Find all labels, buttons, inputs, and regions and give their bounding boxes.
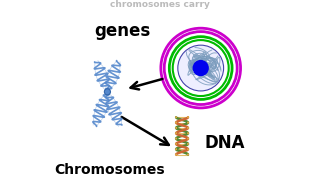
Text: genes: genes	[94, 22, 151, 40]
Text: Chromosomes: Chromosomes	[54, 163, 164, 177]
Circle shape	[175, 148, 177, 150]
Circle shape	[187, 148, 189, 150]
Circle shape	[175, 127, 177, 129]
Text: DNA: DNA	[204, 134, 245, 152]
Circle shape	[187, 122, 189, 124]
Circle shape	[187, 127, 189, 129]
Circle shape	[175, 116, 177, 118]
Circle shape	[187, 154, 189, 156]
Circle shape	[178, 45, 224, 91]
Circle shape	[175, 122, 177, 124]
Circle shape	[175, 154, 177, 156]
Circle shape	[175, 143, 177, 145]
Circle shape	[187, 143, 189, 145]
Circle shape	[175, 132, 177, 134]
Circle shape	[175, 138, 177, 140]
Circle shape	[187, 116, 189, 118]
Circle shape	[187, 132, 189, 134]
Circle shape	[187, 138, 189, 140]
Circle shape	[104, 89, 110, 95]
Circle shape	[193, 60, 209, 76]
Text: chromosomes carry: chromosomes carry	[110, 0, 210, 9]
